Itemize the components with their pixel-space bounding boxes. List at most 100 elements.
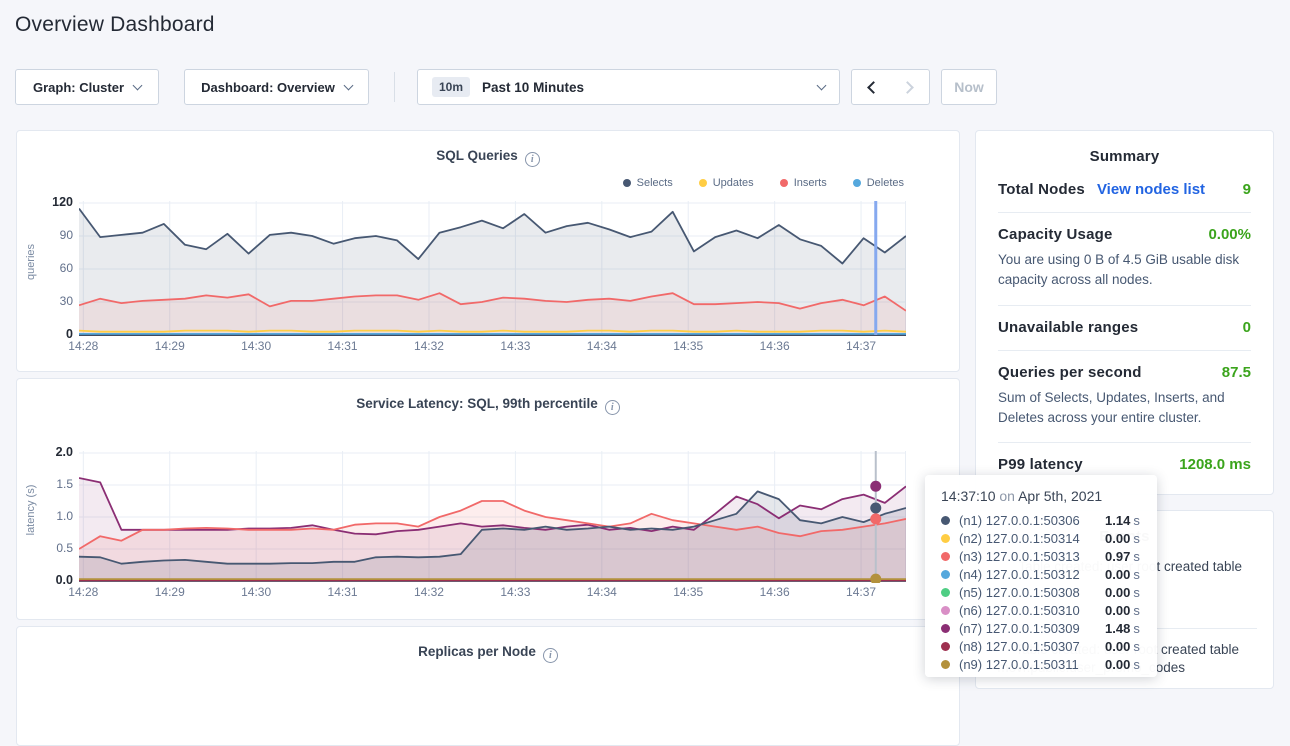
chart-title: Service Latency: SQL, 99th percentile: [356, 396, 598, 411]
legend-item-selects[interactable]: Selects: [622, 177, 673, 189]
x-tick-label: 14:29: [154, 585, 185, 599]
tooltip-node-value: 0.00: [1105, 530, 1131, 546]
tooltip-node-unit: s: [1133, 548, 1140, 564]
graph-scope-dropdown[interactable]: Graph: Cluster: [15, 69, 159, 105]
legend-label: Deletes: [866, 177, 904, 189]
summary-metric-label: Unavailable ranges: [998, 318, 1139, 336]
tooltip-node-value: 0.97: [1105, 548, 1131, 564]
time-range-badge: 10m: [432, 77, 471, 97]
y-tick-label: 120: [52, 195, 73, 209]
tooltip-node-value: 0.00: [1105, 602, 1131, 618]
tooltip-node-unit: s: [1133, 530, 1140, 546]
service-latency-chart-panel: Service Latency: SQL, 99th percentile i l…: [16, 378, 960, 620]
series-color-dot: [941, 641, 950, 651]
sql-queries-plot[interactable]: [79, 197, 906, 337]
summary-metric-label: Capacity Usage: [998, 226, 1113, 243]
tooltip-series-row: (n4) 127.0.0.1:50312 0.00 s: [941, 565, 1143, 583]
legend-label: Selects: [636, 177, 673, 189]
info-icon[interactable]: i: [604, 400, 620, 415]
chevron-down-icon: [132, 80, 143, 90]
chart-hover-tooltip: 14:37:10 on Apr 5th, 2021 (n1) 127.0.0.1…: [925, 475, 1157, 677]
summary-metric-description: Sum of Selects, Updates, Inserts, and De…: [998, 389, 1225, 425]
series-color-dot: [941, 515, 950, 525]
summary-metric-label: Queries per second: [998, 363, 1142, 381]
tooltip-node-name: (n2) 127.0.0.1:50314: [959, 530, 1080, 546]
tooltip-node-value: 0.00: [1105, 566, 1131, 582]
x-tick-label: 14:36: [759, 339, 790, 353]
tooltip-node-unit: s: [1133, 620, 1140, 636]
tooltip-node-unit: s: [1133, 512, 1140, 528]
tooltip-series-row: (n5) 127.0.0.1:50308 0.00 s: [941, 583, 1143, 601]
tooltip-node-name: (n3) 127.0.0.1:50313: [959, 548, 1080, 564]
time-prev-button[interactable]: [851, 69, 891, 105]
summary-metric-description: You are using 0 B of 4.5 GiB usable disk…: [998, 252, 1240, 288]
time-range-picker[interactable]: 10m Past 10 Minutes: [417, 69, 840, 105]
x-tick-label: 14:32: [413, 585, 444, 599]
summary-card: Summary Total Nodes View nodes list 9 Capac…: [975, 130, 1274, 495]
chevron-left-icon: [866, 80, 880, 94]
graph-scope-label: Graph: Cluster: [32, 79, 124, 95]
time-next-button[interactable]: [890, 69, 930, 105]
tooltip-series-row: (n1) 127.0.0.1:50306 1.14 s: [941, 511, 1143, 529]
tooltip-node-name: (n7) 127.0.0.1:50309: [959, 620, 1080, 636]
tooltip-node-name: (n8) 127.0.0.1:50307: [959, 638, 1080, 654]
tooltip-node-unit: s: [1133, 584, 1140, 600]
x-tick-label: 14:30: [241, 585, 272, 599]
tooltip-series-row: (n7) 127.0.0.1:50309 1.48 s: [941, 619, 1143, 637]
page-title: Overview Dashboard: [15, 13, 215, 36]
info-icon[interactable]: i: [542, 648, 558, 663]
summary-metric-label: P99 latency: [998, 456, 1083, 473]
x-tick-label: 14:31: [327, 339, 358, 353]
series-color-dot: [941, 659, 950, 669]
now-button-label: Now: [954, 79, 984, 95]
series-color-dot: [941, 569, 950, 579]
x-tick-label: 14:36: [759, 585, 790, 599]
tooltip-series-row: (n3) 127.0.0.1:50313 0.97 s: [941, 547, 1143, 565]
tooltip-node-unit: s: [1133, 656, 1140, 672]
view-nodes-list-link[interactable]: View nodes list: [1096, 181, 1206, 198]
chart-legend: Selects Updates Inserts Deletes: [622, 177, 904, 189]
legend-item-deletes[interactable]: Deletes: [852, 177, 904, 189]
y-tick-label: 90: [59, 228, 73, 242]
tooltip-series-row: (n9) 127.0.0.1:50311 0.00 s: [941, 655, 1143, 673]
tooltip-series-row: (n8) 127.0.0.1:50307 0.00 s: [941, 637, 1143, 655]
y-tick-label: 30: [59, 294, 73, 308]
x-tick-label: 14:28: [68, 585, 99, 599]
tooltip-series-row: (n6) 127.0.0.1:50310 0.00 s: [941, 601, 1143, 619]
x-tick-label: 14:33: [500, 339, 531, 353]
info-icon[interactable]: i: [524, 152, 540, 167]
tooltip-node-name: (n6) 127.0.0.1:50310: [959, 602, 1080, 618]
series-color-dot: [779, 179, 788, 187]
chevron-right-icon: [901, 80, 914, 94]
summary-metric-value: 0: [1242, 318, 1251, 336]
tooltip-node-unit: s: [1133, 602, 1140, 618]
x-tick-label: 14:30: [241, 339, 272, 353]
x-tick-label: 14:34: [586, 585, 617, 599]
x-tick-label: 14:35: [673, 585, 704, 599]
x-tick-label: 14:34: [586, 339, 617, 353]
summary-title: Summary: [1089, 148, 1160, 165]
sql-queries-chart-panel: SQL Queries i Selects Updates Inserts Delete…: [16, 130, 960, 372]
service-latency-plot[interactable]: [79, 447, 906, 583]
tooltip-node-unit: s: [1133, 566, 1140, 582]
x-tick-label: 14:33: [500, 585, 531, 599]
legend-item-inserts[interactable]: Inserts: [779, 177, 827, 189]
tooltip-node-value: 1.14: [1105, 512, 1131, 528]
dashboard-dropdown[interactable]: Dashboard: Overview: [184, 69, 369, 105]
y-tick-label: 0.5: [56, 541, 73, 555]
y-tick-label: 2.0: [55, 445, 73, 459]
series-color-dot: [941, 623, 950, 633]
legend-item-updates[interactable]: Updates: [698, 177, 754, 189]
chart-title: Replicas per Node: [418, 644, 536, 659]
series-color-dot: [941, 533, 950, 543]
x-tick-label: 14:35: [673, 339, 704, 353]
series-color-dot: [852, 179, 861, 187]
tooltip-node-value: 0.00: [1105, 584, 1131, 600]
x-tick-label: 14:28: [68, 339, 99, 353]
tooltip-node-name: (n9) 127.0.0.1:50311: [959, 656, 1079, 672]
x-tick-label: 14:37: [846, 585, 877, 599]
now-button[interactable]: Now: [941, 69, 997, 105]
summary-metric-value: 9: [1242, 181, 1251, 198]
summary-row: Queries per second 87.5 Sum of Selects, Up…: [998, 351, 1251, 443]
y-tick-label: 1.0: [56, 509, 73, 523]
